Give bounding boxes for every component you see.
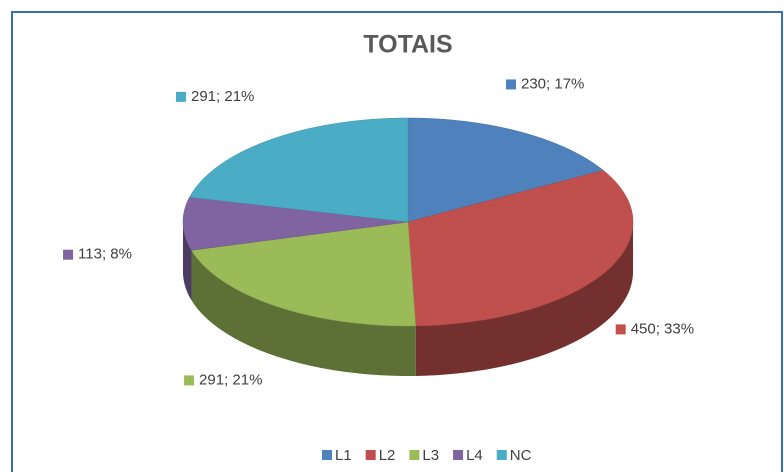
slice [407,117,604,223]
data-label: 230; 17% [521,75,584,92]
label-marker [505,79,516,90]
legend-label: L4 [466,447,483,464]
data-label: 291; 21% [199,371,262,388]
label-marker [175,91,186,102]
legend-marker [322,450,332,460]
slice [407,170,634,327]
legend-label: L3 [422,447,439,464]
slice [189,117,409,223]
label-marker [615,324,626,335]
slice [182,196,409,251]
legend-marker [453,450,464,460]
label-marker [184,375,195,386]
slice-side [183,222,192,301]
data-label: 113; 8% [78,246,132,263]
legend-marker [496,450,507,460]
chart-title: TOTAIS [363,31,452,59]
legend-label: L1 [335,447,352,464]
slice-side [191,250,416,376]
data-label: 291; 21% [191,88,254,105]
legend-label: NC [510,447,532,464]
data-label: 450; 33% [631,320,694,337]
legend-label: L2 [379,447,396,464]
slice [191,221,416,327]
slice-side [415,222,633,376]
legend-marker [409,450,420,460]
label-marker [63,249,74,260]
legend-marker [365,450,376,460]
